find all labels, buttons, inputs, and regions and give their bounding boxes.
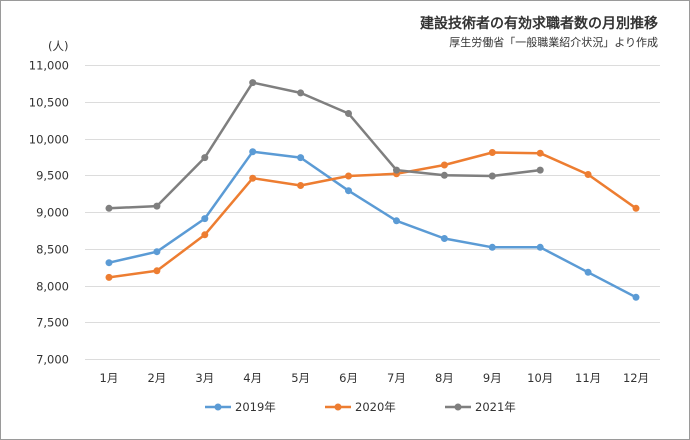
x-tick-label: 11月 (575, 371, 601, 385)
data-point (345, 172, 352, 180)
data-point (632, 293, 640, 301)
y-tick-label: 8,000 (36, 280, 69, 294)
x-tick-label: 2月 (147, 371, 166, 385)
data-point (297, 89, 305, 97)
y-tick-label: 7,000 (36, 353, 69, 367)
data-point (105, 273, 113, 281)
data-point (297, 182, 305, 189)
data-point (536, 166, 544, 174)
x-tick-label: 7月 (387, 371, 406, 385)
data-point (345, 110, 352, 117)
legend-marker (454, 403, 462, 411)
data-point (488, 172, 496, 180)
x-tick-label: 12月 (623, 371, 649, 385)
data-point (393, 166, 400, 174)
y-axis-ticks: 7,000 7,500 8,000 8,500 9,000 9,500 10,000 10,5… (29, 59, 69, 367)
series-2021年 (105, 79, 544, 212)
x-tick-label: 9月 (483, 371, 502, 385)
data-point (440, 235, 448, 242)
legend-label: 2020年 (355, 400, 396, 414)
data-point (536, 243, 544, 251)
y-tick-label: 8,500 (36, 243, 69, 257)
x-tick-label: 1月 (100, 371, 119, 385)
legend: 2019年 2020年 2021年 (205, 400, 516, 414)
gridlines (85, 65, 660, 360)
legend-item: 2020年 (325, 400, 396, 414)
chart-subtitle: 厚生労働省「一般職業紹介状況」より作成 (449, 35, 658, 49)
data-point (201, 154, 209, 162)
legend-marker (334, 403, 342, 411)
data-point (105, 259, 113, 267)
x-tick-label: 10月 (527, 371, 553, 385)
data-point (105, 204, 113, 212)
data-point (440, 161, 448, 169)
y-tick-label: 7,500 (36, 316, 69, 330)
data-point (297, 154, 305, 162)
data-point (249, 79, 257, 87)
y-tick-label: 10,500 (29, 96, 69, 110)
y-tick-label: 9,000 (36, 206, 69, 220)
data-point (393, 217, 400, 225)
legend-item: 2021年 (445, 400, 516, 414)
legend-label: 2021年 (475, 400, 516, 414)
series-lines (105, 79, 640, 301)
data-point (153, 248, 161, 256)
data-point (249, 174, 257, 182)
legend-label: 2019年 (235, 400, 276, 414)
data-point (440, 171, 448, 179)
series-2020年 (105, 149, 640, 281)
series-line (107, 150, 638, 299)
series-2019年 (105, 148, 640, 301)
x-tick-label: 3月 (195, 371, 214, 385)
legend-item: 2019年 (205, 400, 276, 414)
x-tick-label: 6月 (339, 371, 358, 385)
data-point (249, 148, 257, 156)
y-tick-label: 10,000 (29, 133, 69, 147)
data-point (584, 268, 592, 276)
data-point (488, 243, 496, 251)
data-point (201, 215, 209, 223)
y-tick-label: 9,500 (36, 169, 69, 183)
series-line (107, 151, 638, 279)
data-point (536, 149, 544, 157)
data-point (201, 231, 209, 239)
data-point (584, 171, 592, 178)
data-point (153, 267, 161, 275)
data-point (488, 149, 496, 156)
data-point (153, 202, 161, 210)
y-axis-unit-label: (人) (48, 39, 68, 53)
x-tick-label: 4月 (243, 371, 262, 385)
x-axis-ticks: 1月 2月 3月 4月 5月 6月 7月 8月 9月 10月 11月 12月 (100, 371, 650, 385)
y-tick-label: 11,000 (29, 59, 69, 73)
legend-marker (214, 403, 222, 411)
x-tick-label: 5月 (291, 371, 310, 385)
chart-title: 建設技術者の有効求職者数の月別推移 (420, 15, 658, 32)
data-point (632, 204, 640, 212)
x-tick-label: 8月 (435, 371, 454, 385)
series-line (107, 81, 542, 210)
data-point (345, 187, 352, 195)
